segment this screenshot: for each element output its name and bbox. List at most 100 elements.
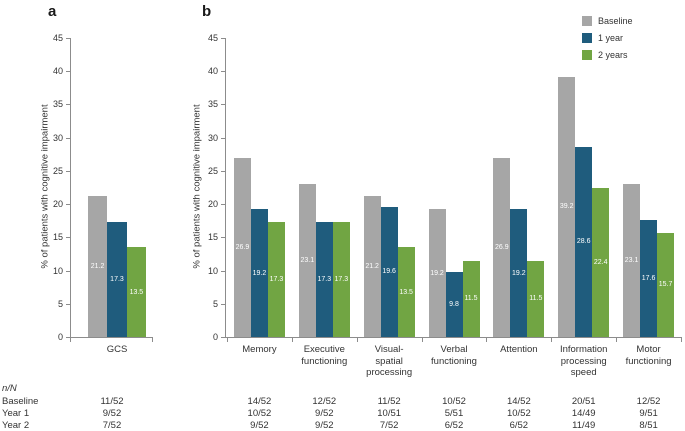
y-tick-label-a: 45 (52, 33, 63, 43)
y-tick-label-a: 0 (57, 332, 63, 342)
bar-1-year-visual (380, 206, 398, 337)
bar-value-label: 19.2 (430, 269, 444, 277)
y-axis-title-b: % of patients with cognitive impairment (191, 104, 203, 269)
bar-value-label: 23.1 (624, 256, 639, 264)
table-cell: 11/52 (377, 396, 401, 407)
x-tick-b (681, 337, 682, 342)
legend-swatch-baseline (582, 16, 592, 26)
table-cell: 14/52 (506, 396, 531, 407)
legend: Baseline 1 year 2 years (582, 16, 633, 60)
y-tick-a (66, 303, 70, 305)
table-cell: 12/52 (636, 396, 661, 407)
legend-swatch-1-year (582, 33, 592, 43)
bar-1-year-executive (315, 222, 333, 337)
category-label-gcs: GCS (106, 344, 128, 355)
y-tick-b (221, 71, 225, 73)
x-tick-a (152, 337, 153, 342)
bar-value-label: 21.2 (365, 263, 379, 271)
bar-1-year-verbal (445, 271, 463, 337)
bar-value-label: 19.6 (382, 268, 396, 276)
y-tick-label-a: 35 (52, 99, 63, 110)
y-tick-label-b: 20 (207, 199, 218, 210)
category-label-information: Information processing speed (559, 344, 608, 378)
y-tick-label-b: 25 (207, 165, 218, 176)
bar-value-label: 39.2 (559, 203, 574, 211)
y-tick-a (66, 104, 70, 106)
x-tick-b (616, 337, 618, 342)
table-row-label-year-1: Year 1 (2, 408, 30, 419)
y-tick-b (221, 38, 225, 39)
table-cell: 9/52 (315, 420, 334, 431)
y-tick-label-b: 15 (207, 232, 218, 243)
bar-value-label: 19.2 (512, 269, 526, 277)
y-tick-label-b: 45 (207, 33, 218, 43)
table-cell: 10/52 (442, 396, 466, 407)
y-tick-b (221, 204, 225, 206)
table-cell: 5/51 (444, 408, 464, 419)
x-tick-b (421, 337, 423, 342)
y-tick-b (221, 237, 225, 239)
category-label-motor: Motor functioning (625, 344, 672, 367)
legend-label: 1 year (598, 33, 624, 43)
bar-value-label: 17.6 (641, 275, 656, 283)
x-tick-a (70, 337, 71, 342)
table-cell: 11/49 (572, 420, 596, 431)
bar-1-year-motor (640, 220, 658, 337)
bar-value-label: 22.4 (593, 259, 608, 267)
y-tick-label-a: 40 (52, 66, 63, 77)
bar-value-label: 19.2 (252, 269, 267, 277)
bar-2-years-verbal (462, 260, 480, 337)
category-label-visual: Visual- spatial processing (366, 344, 413, 378)
y-tick-b (221, 303, 225, 305)
table-cell: 14/49 (571, 408, 596, 419)
bar-1-year-gcs (107, 222, 127, 337)
bar-baseline-gcs (87, 196, 108, 337)
bar-1-year-information (575, 146, 593, 337)
bar-value-label: 17.3 (334, 276, 349, 284)
table-cell: 6/52 (444, 420, 464, 431)
y-tick-a (66, 170, 70, 172)
panel-a-letter: a (48, 3, 57, 20)
bar-value-label: 11.5 (529, 295, 543, 303)
y-tick-label-b: 30 (207, 132, 218, 143)
table-cell: 12/52 (312, 396, 337, 407)
table-cell: 10/52 (247, 408, 272, 419)
y-tick-label-a: 30 (52, 132, 63, 143)
bar-baseline-memory (233, 158, 251, 337)
table-cell: 14/52 (247, 396, 272, 407)
bar-value-label: 17.3 (269, 276, 284, 284)
y-tick-label-b: 10 (207, 265, 218, 276)
bar-value-label: 21.2 (90, 263, 105, 271)
y-tick-a (66, 204, 70, 206)
bar-baseline-visual (363, 196, 381, 337)
bar-value-label: 15.7 (658, 281, 673, 289)
y-tick-label-b: 35 (207, 99, 218, 110)
bar-baseline-verbal (428, 209, 446, 337)
bar-1-year-attention (510, 209, 528, 337)
table-cell-gcs-year-1: 9/52 (102, 408, 122, 419)
bar-value-label: 17.3 (317, 276, 332, 284)
table-cell: 6/52 (509, 420, 529, 431)
bar-2-years-executive (332, 222, 350, 337)
bar-value-label: 26.9 (235, 244, 250, 252)
legend-item-2-years: 2 years (582, 50, 633, 60)
y-tick-b (221, 170, 225, 172)
bar-2-years-information (592, 188, 610, 337)
y-tick-b (221, 104, 225, 106)
table-cell: 9/51 (639, 408, 658, 419)
table-cell: 20/51 (571, 396, 596, 407)
x-tick-b (227, 337, 228, 342)
category-label-verbal: Verbal functioning (431, 344, 477, 367)
table-cell: 9/52 (315, 408, 334, 419)
y-tick-label-a: 10 (52, 265, 63, 276)
bar-2-years-attention (527, 260, 545, 337)
category-label-executive: Executive functioning (301, 344, 348, 367)
panel-b-letter: b (202, 3, 212, 20)
bar-value-label: 11.5 (464, 295, 478, 303)
y-axis-b (225, 38, 226, 338)
bar-value-label: 23.1 (300, 256, 315, 264)
bar-value-label: 13.5 (399, 288, 413, 296)
legend-label: 2 years (598, 50, 628, 60)
y-tick-label-b: 0 (212, 332, 218, 342)
